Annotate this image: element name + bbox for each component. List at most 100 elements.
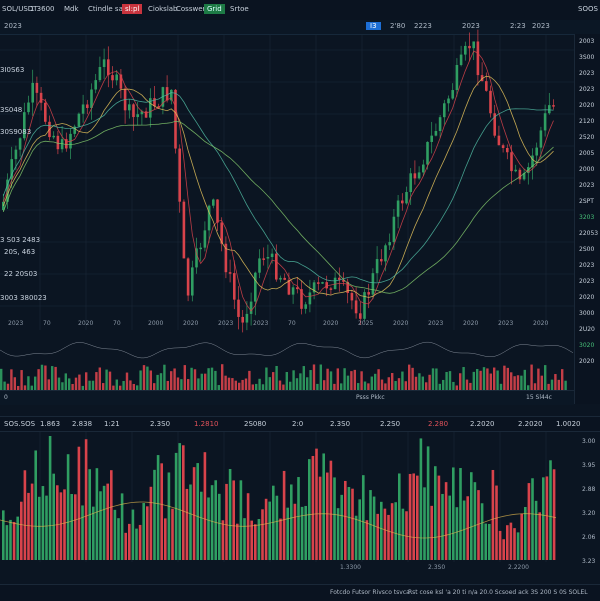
candle-body [52, 135, 55, 138]
lower-volume-bar [290, 484, 293, 560]
lower-volume-bar [488, 523, 491, 560]
volume-bar [34, 376, 37, 390]
toolbar-item-3[interactable]: Ctindle sart [88, 5, 129, 13]
volume-bar [295, 378, 299, 390]
candle-body [539, 130, 543, 148]
lower-volume-bar [185, 488, 189, 560]
volume-bar [231, 378, 234, 390]
toolbar-item-4[interactable]: sl:pl [122, 4, 143, 14]
lower-volume-bar [502, 539, 505, 560]
timeframe-button-3[interactable]: 2023 [462, 22, 480, 30]
timeframe-button-0[interactable]: I3 [366, 22, 381, 30]
volume-bar [64, 373, 67, 390]
candle-body [380, 259, 383, 262]
lower-volume-bar [455, 507, 459, 560]
time-range-bar: 2023 I3 2'80 2223 2023 2:23 2023 [0, 20, 600, 35]
lower-volume-bar [30, 483, 34, 560]
candle-body [191, 267, 194, 296]
price-axis-label: 2S00 [579, 246, 595, 253]
volume-bar [394, 380, 397, 390]
volume-bar [312, 364, 316, 390]
lower-volume-bar [81, 505, 84, 560]
volume-bar [374, 373, 377, 390]
volume-bar [408, 364, 411, 390]
toolbar-item-2[interactable]: Mdk [64, 5, 79, 13]
volume-bar [102, 383, 105, 390]
candle-body [438, 117, 442, 132]
candle-body [119, 74, 123, 89]
timeframe-button-1[interactable]: 2'80 [390, 22, 406, 30]
volume-bar [561, 369, 564, 390]
candle-body [371, 273, 375, 295]
lower-volume-bar [113, 509, 117, 560]
lower-volume-bar [102, 485, 106, 560]
candle-body [430, 135, 433, 142]
timeframe-button-2[interactable]: 2223 [414, 22, 432, 30]
lower-volume-bar [308, 459, 311, 560]
indicator-value-5: 1.2810 [194, 420, 219, 428]
volume-bar [435, 368, 438, 390]
lower-time-tick: 2.2200 [508, 564, 529, 571]
volume-bar [268, 377, 271, 390]
candle-body [300, 289, 303, 309]
timeframe-button-4[interactable]: 2:23 [510, 22, 526, 30]
lower-volume-bar [506, 525, 509, 560]
volume-bar [57, 377, 61, 390]
volume-bar [462, 367, 465, 390]
volume-bar [353, 369, 356, 390]
indicator-value-8: 2.3S0 [330, 420, 351, 428]
toolbar-item-6[interactable]: Cosswerk [176, 5, 210, 13]
candle-body [472, 41, 475, 49]
volume-bar [6, 383, 10, 390]
lower-volume-bar [509, 522, 513, 560]
lower-volume-bar [45, 495, 48, 560]
toolbar-item-8[interactable]: Srtoe [230, 5, 249, 13]
lower-volume-bar [23, 470, 27, 560]
candle-body [464, 45, 467, 55]
lower-volume-bar [70, 494, 73, 560]
chart-overlay-label: 30S9083 [0, 128, 32, 136]
toolbar-item-1[interactable]: 1 3600 [30, 5, 55, 13]
volume-bar [489, 373, 492, 390]
lower-volume-bar [84, 439, 88, 560]
toolbar-item-7[interactable]: Grid [204, 4, 225, 14]
candle-body [81, 104, 85, 114]
lower-volume-bar [264, 498, 268, 560]
lower-volume-bar [41, 486, 45, 560]
lower-volume-bar [513, 528, 516, 560]
candle-body [279, 277, 282, 280]
volume-bar [316, 383, 319, 390]
moving-average-mid [2, 75, 554, 298]
moving-average-long [2, 120, 554, 294]
lower-volume-bar [412, 473, 415, 560]
candle-body [165, 87, 169, 101]
lower-volume-bar [20, 501, 23, 560]
candle-body [254, 272, 257, 302]
candle-body [35, 82, 39, 93]
volume-bar [363, 381, 367, 390]
chart-overlay-label: 20S, 463 [4, 248, 36, 256]
candle-body [178, 148, 181, 202]
candle-body [552, 105, 555, 107]
lower-volume-bar [311, 455, 315, 560]
volume-bar [156, 374, 159, 390]
toolbar-item-5[interactable]: Ciokslab [148, 5, 178, 13]
volume-bar [85, 372, 88, 390]
volume-bar [173, 368, 176, 390]
volume-bar [0, 368, 3, 390]
lower-volume-bar [2, 510, 5, 560]
lower-volume-bar [369, 490, 372, 560]
lower-volume-bar [92, 506, 95, 560]
toolbar-item-0[interactable]: SOL/USDT [2, 5, 38, 13]
volume-bar [306, 377, 309, 390]
volume-bar [149, 370, 152, 390]
timeframe-button-5[interactable]: 2023 [532, 22, 550, 30]
candle-body [128, 104, 131, 111]
lower-volume-bar [300, 506, 304, 560]
chart-overlay-label: 3003 380023 [0, 294, 47, 302]
volume-right-label: 15 Sl44c [526, 394, 552, 401]
volume-bar [91, 380, 95, 390]
volume-bar [136, 385, 139, 390]
toolbar-item-9[interactable]: SOOS [578, 5, 598, 13]
